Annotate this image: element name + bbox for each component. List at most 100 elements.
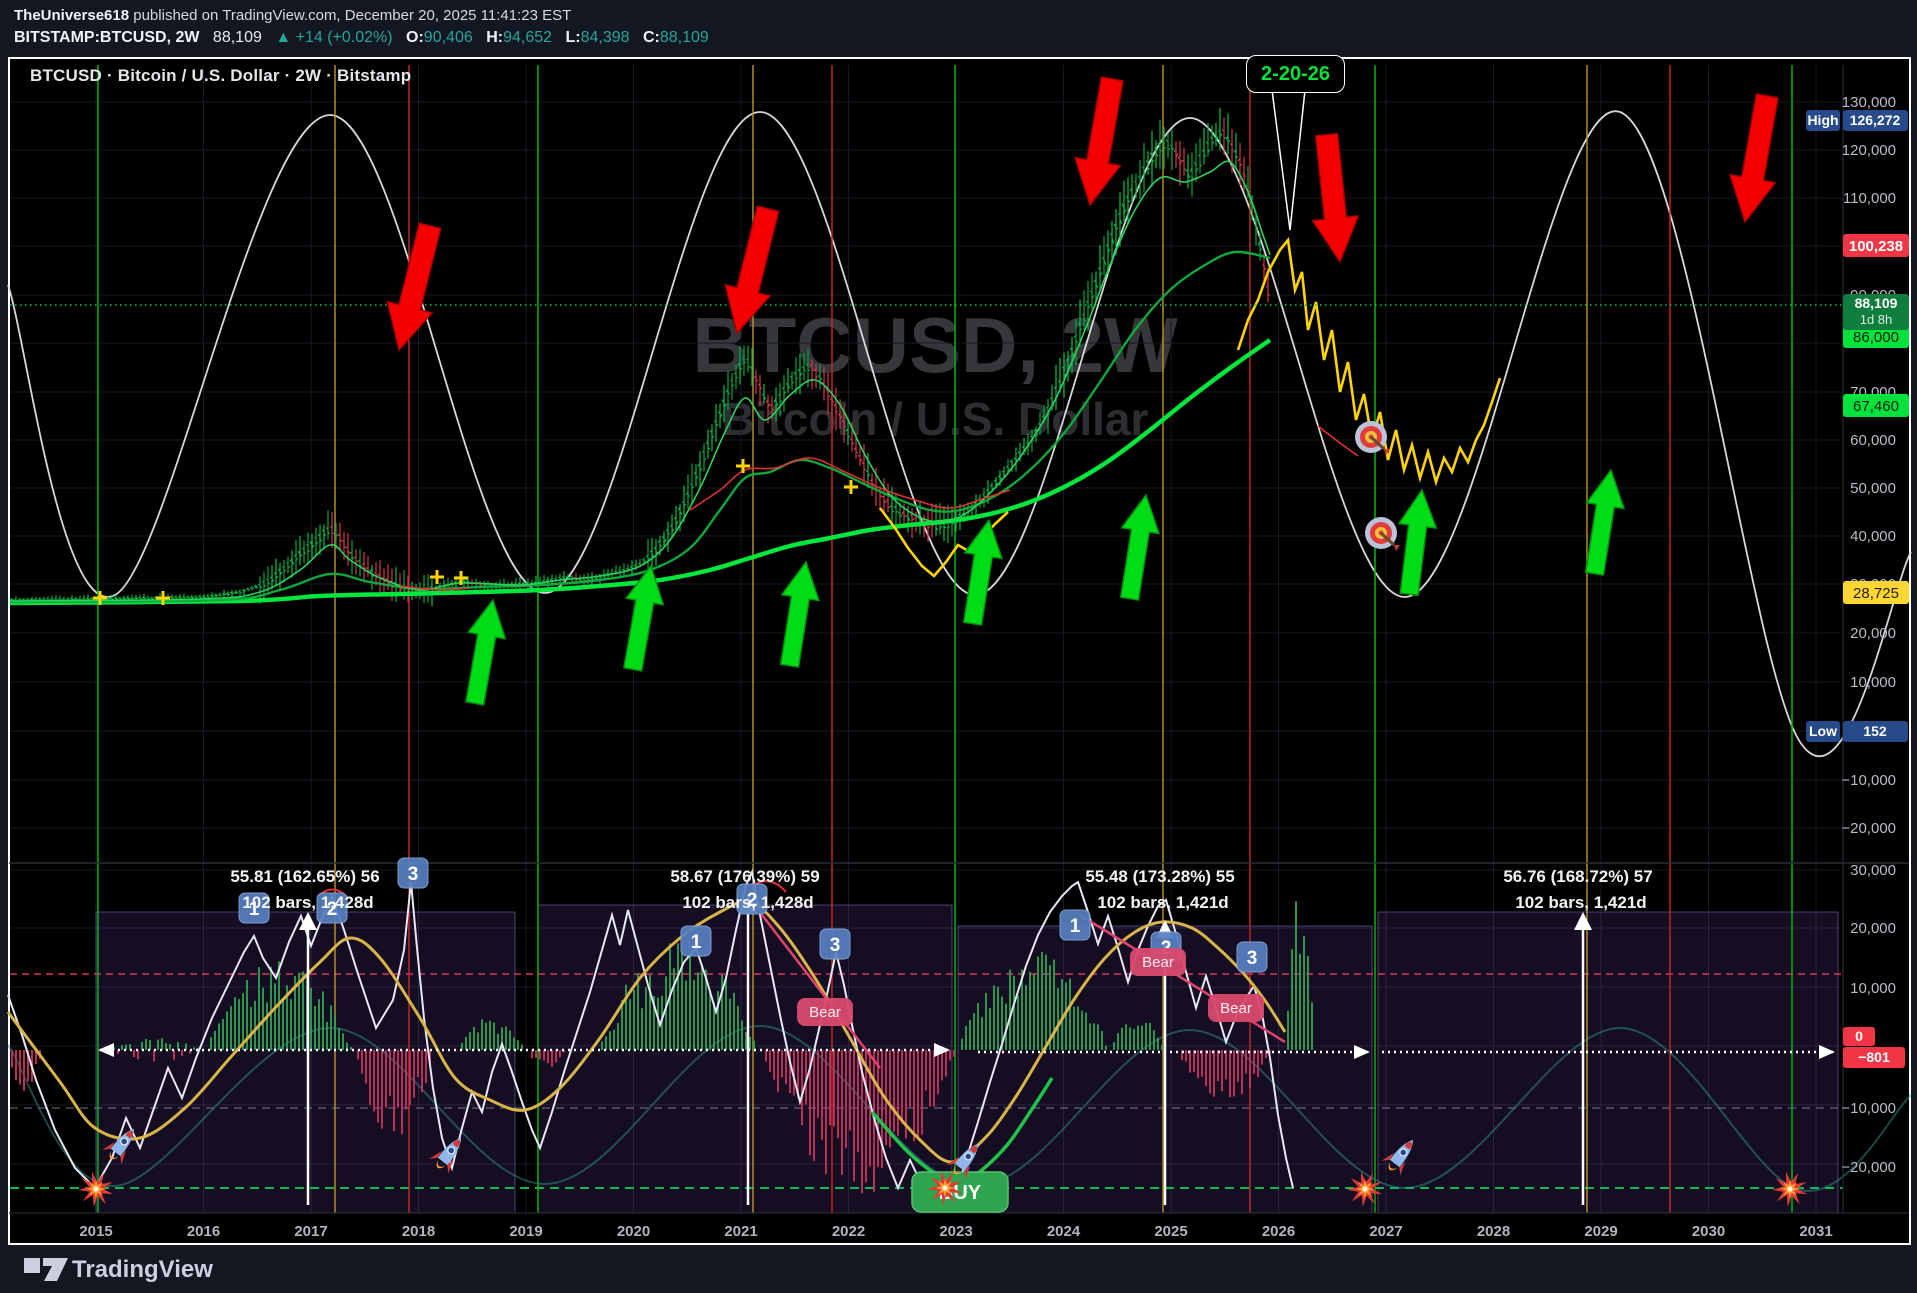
svg-text:50,000: 50,000 [1850, 480, 1896, 497]
watermark-name: Bitcoin / U.S. Dollar [721, 393, 1149, 445]
footer-bar: TradingView [0, 1245, 1917, 1293]
svg-text:40,000: 40,000 [1850, 528, 1896, 545]
watermark-symbol: BTCUSD, 2W [692, 301, 1178, 389]
change-value: +14 (+0.02%) [295, 29, 393, 46]
svg-text:−801: −801 [1858, 1049, 1890, 1065]
svg-text:Bear: Bear [809, 1004, 841, 1021]
ma-red-segment [1317, 425, 1359, 457]
measurement-labels: 55.81 (162.65%) 56 102 bars, 1,428d 58.67 … [230, 867, 1652, 912]
sell-signal-arrows [386, 76, 1779, 352]
horizontal-measure-arrows [98, 1043, 1835, 1059]
high-label: H: [486, 29, 504, 46]
svg-text:130,000: 130,000 [1842, 94, 1896, 111]
svg-text:2023: 2023 [939, 1223, 972, 1240]
svg-text:86,000: 86,000 [1853, 329, 1899, 346]
svg-text:2031: 2031 [1799, 1223, 1832, 1240]
svg-text:2: 2 [327, 899, 338, 920]
svg-text:3: 3 [830, 935, 841, 956]
close-value: 88,109 [659, 29, 709, 46]
svg-text:2018: 2018 [402, 1223, 435, 1240]
svg-text:2025: 2025 [1154, 1223, 1187, 1240]
svg-text:2016: 2016 [187, 1223, 220, 1240]
oscillator-line [7, 868, 1294, 1204]
chart-title: BTCUSD · Bitcoin / U.S. Dollar · 2W · Bi… [30, 66, 412, 85]
svg-text:2020: 2020 [617, 1223, 650, 1240]
low-label: L: [565, 29, 581, 46]
cycle-sine-main [7, 110, 1912, 757]
svg-text:Bear: Bear [1220, 1000, 1252, 1017]
ma-fast-line [9, 160, 1271, 602]
ma-red-segment [689, 457, 1011, 511]
gridlines [10, 65, 1841, 1213]
svg-text:20,000: 20,000 [1850, 920, 1896, 937]
candlesticks [9, 108, 1271, 607]
svg-text:120,000: 120,000 [1842, 142, 1896, 159]
svg-text:102 bars, 1,428d: 102 bars, 1,428d [242, 893, 373, 912]
svg-text:3: 3 [1247, 948, 1258, 969]
plus-markers [93, 459, 858, 605]
svg-text:20,000: 20,000 [1850, 625, 1896, 642]
svg-text:152: 152 [1863, 723, 1887, 739]
svg-text:2021: 2021 [724, 1223, 757, 1240]
svg-text:126,272: 126,272 [1850, 112, 1901, 128]
svg-text:102 bars, 1,428d: 102 bars, 1,428d [682, 893, 813, 912]
svg-text:2: 2 [747, 890, 758, 911]
emoji-markers [78, 421, 1808, 1207]
svg-text:2017: 2017 [294, 1223, 327, 1240]
svg-text:3: 3 [408, 864, 419, 885]
target-icon [1355, 421, 1390, 455]
svg-text:1: 1 [249, 899, 260, 920]
svg-text:56.76 (168.72%) 57: 56.76 (168.72%) 57 [1503, 867, 1652, 886]
published-text: published on TradingView.com, December 2… [129, 7, 572, 24]
close-label: C: [642, 29, 660, 46]
target-icon [1365, 517, 1400, 551]
quote-line: BITSTAMP:BTCUSD, 2W 88,109 ▲ +14 (+0.02%… [14, 26, 709, 49]
author-name: TheUniverse618 [14, 7, 130, 24]
tradingview-brand: TradingView [72, 1256, 213, 1283]
svg-text:102 bars, 1,421d: 102 bars, 1,421d [1515, 893, 1646, 912]
svg-text:2027: 2027 [1369, 1223, 1402, 1240]
svg-text:−20,000: −20,000 [1841, 820, 1896, 837]
svg-text:67,460: 67,460 [1853, 398, 1899, 415]
svg-text:2030: 2030 [1692, 1223, 1725, 1240]
svg-text:−10,000: −10,000 [1841, 772, 1896, 789]
oscillator-histogram [11, 901, 1313, 1194]
svg-text:88,109: 88,109 [1855, 295, 1898, 311]
svg-text:Bear: Bear [1142, 954, 1174, 971]
buy-badge: BUY [911, 1171, 1009, 1213]
snapshot-header: TheUniverse618 published on TradingView.… [14, 5, 709, 49]
tradingview-logo-icon [24, 1258, 68, 1281]
chart-frame [8, 57, 1911, 1245]
time-axis[interactable]: 2015 2016 2017 2018 2019 2020 2021 2022 2023 2024… [79, 1223, 1832, 1240]
open-value: 90,406 [423, 29, 473, 46]
low-value: 84,398 [580, 29, 630, 46]
svg-text:102 bars, 1,421d: 102 bars, 1,421d [1097, 893, 1228, 912]
oscillator-signal-line [6, 899, 1287, 1164]
svg-text:−10,000: −10,000 [1841, 1100, 1896, 1117]
callout-tail [1271, 89, 1306, 231]
svg-text:−20,000: −20,000 [1841, 1159, 1896, 1176]
published-line: TheUniverse618 published on TradingView.… [14, 5, 709, 26]
svg-text:2024: 2024 [1047, 1223, 1081, 1240]
burst-icon [1347, 1171, 1383, 1207]
svg-text:28,725: 28,725 [1853, 585, 1899, 602]
svg-text:100,238: 100,238 [1849, 238, 1903, 255]
svg-text:2026: 2026 [1262, 1223, 1295, 1240]
svg-text:2015: 2015 [79, 1223, 112, 1240]
svg-text:1: 1 [1070, 916, 1081, 937]
direction-icon: ▲ [275, 29, 292, 46]
svg-text:0: 0 [1855, 1028, 1863, 1044]
ma-red-segment [399, 585, 471, 591]
svg-text:110,000: 110,000 [1843, 190, 1896, 207]
svg-text:1: 1 [691, 932, 702, 953]
burst-icon [1772, 1171, 1808, 1207]
svg-text:2028: 2028 [1477, 1223, 1510, 1240]
svg-text:58.67 (176.39%) 59: 58.67 (176.39%) 59 [670, 867, 819, 886]
svg-text:60,000: 60,000 [1850, 432, 1896, 449]
open-label: O: [406, 29, 424, 46]
bear-badges: Bear Bear Bear [797, 948, 1264, 1026]
high-value: 94,652 [503, 29, 553, 46]
svg-text:55.48 (173.28%) 55: 55.48 (173.28%) 55 [1085, 867, 1234, 886]
